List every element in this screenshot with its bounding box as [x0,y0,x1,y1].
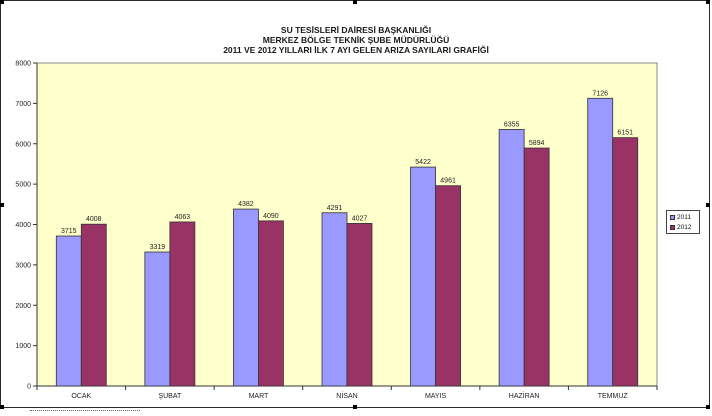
resize-handle-middle-left[interactable] [0,203,4,207]
bar-2011-1 [55,235,82,387]
bar-2011-5 [410,166,436,387]
x-tick-label: HAZİRAN [509,391,540,400]
data-label-2011-3: 4382 [238,201,254,208]
bar-2011-3 [233,208,259,387]
data-label-2012-3: 4090 [263,213,279,220]
y-tick-label: 3000 [15,262,31,269]
data-label-2011-7: 7126 [592,90,608,97]
chart-title-line-2: MERKEZ BÖLGE TEKNİK ŞUBE MÜDÜRLÜĞÜ [262,35,450,45]
y-tick-label: 6000 [15,141,31,148]
data-label-2011-5: 5422 [415,159,431,166]
bar-2012-6 [523,147,550,387]
cell-marker-line [30,410,140,415]
bar-2011-2 [144,251,171,387]
y-tick-label: 0 [27,384,31,391]
bar-2011-7 [587,97,614,387]
y-tick-label: 4000 [15,222,31,229]
chart-title-line-3: 2011 VE 2012 YILLARI İLK 7 AYI GELEN ARI… [223,45,489,55]
legend-swatch-2012 [670,225,675,230]
chart-title-line-1: SU TESİSLERİ DAİRESİ BAŞKANLIĞI [280,25,432,35]
resize-handle-top-center[interactable] [353,0,357,4]
chart-legend: 2011 2012 [666,210,700,234]
x-tick-label: TEMMUZ [598,393,629,400]
bar-2012-4 [346,223,373,387]
bar-2012-3 [258,220,284,387]
x-tick-label: OCAK [71,393,91,400]
data-label-2012-7: 6151 [617,130,633,137]
bar-2011-6 [498,129,525,387]
y-tick-label: 8000 [15,61,31,68]
y-tick-label: 1000 [15,343,31,350]
data-label-2011-4: 4291 [327,205,343,212]
bar-2012-1 [80,223,107,387]
data-label-2012-5: 4961 [440,178,456,185]
data-label-2011-2: 3319 [150,244,166,251]
y-tick-label: 5000 [15,182,31,189]
resize-handle-bottom-center[interactable] [353,405,357,409]
data-label-2011-1: 3715 [61,228,77,235]
data-label-2011-6: 6355 [504,121,520,128]
bar-2012-7 [612,137,639,387]
resize-handle-middle-right[interactable] [706,203,710,207]
bar-2012-2 [169,221,196,387]
x-tick-label: NİSAN [336,391,357,400]
legend-label-2012: 2012 [677,224,692,231]
resize-handle-bottom-left[interactable] [0,405,4,409]
x-tick-label: MART [249,393,269,400]
data-label-2012-4: 4027 [352,215,368,222]
legend-label-2011: 2011 [677,214,691,221]
data-label-2012-2: 4063 [175,214,191,221]
y-tick-label: 2000 [15,303,31,310]
x-tick-label: ŞUBAT [158,393,182,400]
resize-handle-top-left[interactable] [0,0,4,4]
bar-2011-4 [321,212,348,387]
legend-item-2011: 2011 [670,213,691,222]
bar-2012-5 [435,185,461,387]
legend-swatch-2011 [670,215,675,220]
resize-handle-bottom-right[interactable] [706,405,710,409]
data-label-2012-1: 4008 [86,216,102,223]
resize-handle-top-right[interactable] [706,0,710,4]
legend-item-2012: 2012 [670,223,691,232]
data-label-2012-6: 5894 [529,140,545,147]
y-tick-label: 7000 [15,101,31,108]
x-tick-label: MAYIS [425,393,447,400]
